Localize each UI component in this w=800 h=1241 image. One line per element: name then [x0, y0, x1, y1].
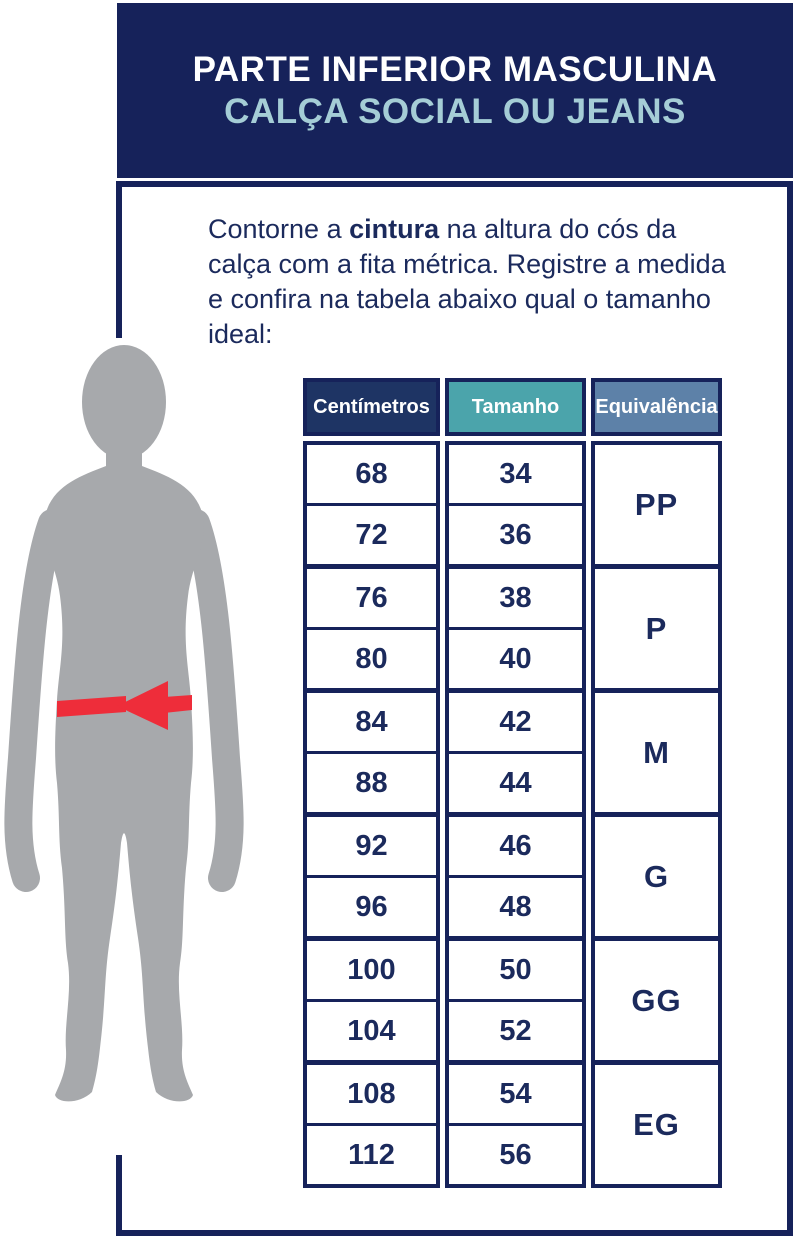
table-cell-size: 38	[449, 564, 582, 627]
measure-instructions: Contorne a cintura na altura do cós da c…	[208, 212, 743, 352]
waist-arrow-left-icon	[117, 681, 168, 730]
table-cell-cm: 112	[307, 1123, 436, 1184]
page-title: PARTE INFERIOR MASCULINA	[192, 49, 718, 89]
instructions-text-pre: Contorne a	[208, 214, 350, 244]
table-cell-cm: 68	[355, 457, 388, 490]
silhouette-right-arm	[182, 509, 244, 892]
table-cell-cm: 108	[307, 1060, 436, 1123]
column-body-centimetros: 68 72 76 80 84 88 92 96 100 104 108 112	[303, 441, 440, 1188]
instructions-text-bold: cintura	[349, 214, 440, 244]
table-cell-equivalence: EG	[595, 1060, 718, 1184]
column-header-tamanho: Tamanho	[445, 378, 586, 436]
table-cell-size: 46	[449, 812, 582, 875]
column-body-equivalencia: PP P M G GG EG	[591, 441, 722, 1188]
table-cell-cm: 100	[307, 936, 436, 999]
column-equivalencia: Equivalência PP P M G GG EG	[591, 378, 722, 1188]
waist-band-left-segment	[57, 696, 126, 717]
table-cell-size: 36	[449, 503, 582, 564]
column-centimetros: Centímetros 68 72 76 80 84 88 92 96 100 …	[303, 378, 440, 1188]
column-tamanho: Tamanho 34 36 38 40 42 44 46 48 50 52 54…	[445, 378, 586, 1188]
page-subtitle: CALÇA SOCIAL OU JEANS	[224, 91, 686, 131]
table-cell-size: 48	[449, 875, 582, 936]
table-cell-cm: 72	[307, 503, 436, 564]
table-cell-size: 50	[449, 936, 582, 999]
male-silhouette-figure	[0, 338, 246, 1155]
table-cell-cm: 92	[307, 812, 436, 875]
table-cell-equivalence: GG	[595, 936, 718, 1060]
size-table: Centímetros 68 72 76 80 84 88 92 96 100 …	[303, 378, 722, 1188]
table-cell-size: 40	[449, 627, 582, 688]
table-cell-size: 44	[449, 751, 582, 812]
column-header-centimetros: Centímetros	[303, 378, 440, 436]
silhouette-body	[44, 450, 204, 1102]
table-cell-equivalence: G	[595, 812, 718, 936]
column-header-equivalencia: Equivalência	[591, 378, 722, 436]
waist-band-right-segment	[164, 695, 192, 713]
table-cell-cm: 76	[307, 564, 436, 627]
table-cell-cm: 96	[307, 875, 436, 936]
table-cell-size: 56	[449, 1123, 582, 1184]
content-container: Contorne a cintura na altura do cós da c…	[0, 181, 793, 1236]
table-cell-size: 52	[449, 999, 582, 1060]
male-silhouette-svg	[4, 345, 244, 1102]
table-cell-equivalence: M	[595, 688, 718, 812]
header-banner: PARTE INFERIOR MASCULINA CALÇA SOCIAL OU…	[117, 3, 793, 178]
table-cell-cm: 84	[307, 688, 436, 751]
table-cell-size: 42	[449, 688, 582, 751]
table-cell-equivalence: PP	[634, 486, 679, 522]
table-cell-equivalence: P	[595, 564, 718, 688]
table-cell-size: 34	[499, 457, 532, 490]
table-cell-cm: 88	[307, 751, 436, 812]
silhouette-left-arm	[4, 509, 66, 892]
silhouette-head	[82, 345, 166, 459]
table-cell-size: 54	[449, 1060, 582, 1123]
table-cell-cm: 104	[307, 999, 436, 1060]
instructions-text-post: na altura do cós da calça com a fita mét…	[208, 214, 726, 349]
column-body-tamanho: 34 36 38 40 42 44 46 48 50 52 54 56	[445, 441, 586, 1188]
table-cell-cm: 80	[307, 627, 436, 688]
